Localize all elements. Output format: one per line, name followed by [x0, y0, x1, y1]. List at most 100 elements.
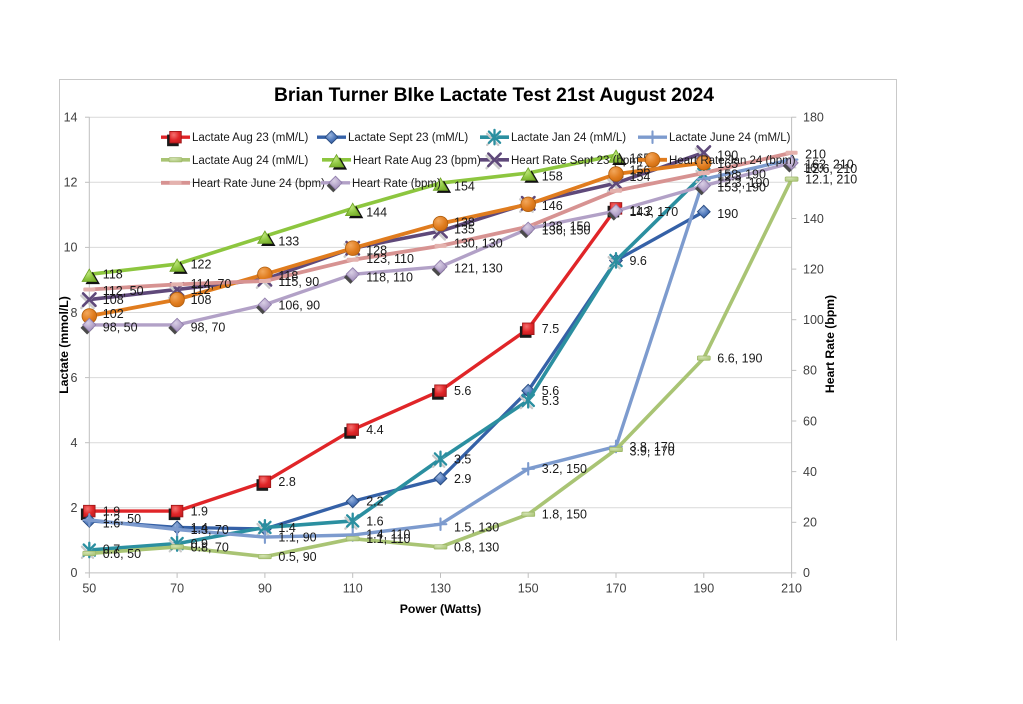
- svg-text:Lactate June 24 (mM/L): Lactate June 24 (mM/L): [669, 132, 791, 144]
- svg-text:Heart Rate Sept 23 (bpm): Heart Rate Sept 23 (bpm): [511, 155, 643, 167]
- svg-text:210: 210: [805, 147, 826, 161]
- svg-text:180: 180: [803, 111, 824, 125]
- svg-text:150: 150: [518, 582, 539, 596]
- svg-text:1.9: 1.9: [191, 505, 208, 519]
- svg-text:1.3, 70: 1.3, 70: [191, 523, 229, 537]
- svg-text:140: 140: [803, 212, 824, 226]
- svg-text:118: 118: [103, 268, 123, 282]
- svg-text:118: 118: [278, 269, 298, 283]
- svg-text:12.3: 12.3: [717, 169, 741, 183]
- svg-text:Lactate (mmol/L): Lactate (mmol/L): [57, 296, 71, 394]
- svg-text:50: 50: [82, 582, 96, 596]
- svg-text:108: 108: [103, 293, 124, 307]
- svg-text:1.9: 1.9: [103, 505, 120, 519]
- svg-text:90: 90: [258, 582, 272, 596]
- svg-text:122: 122: [191, 258, 212, 272]
- svg-text:Heart Rate June 24 (bpm): Heart Rate June 24 (bpm): [192, 178, 325, 190]
- svg-text:130: 130: [430, 582, 451, 596]
- svg-text:0: 0: [803, 566, 810, 580]
- svg-text:4.4: 4.4: [366, 423, 383, 437]
- svg-text:133: 133: [278, 234, 299, 248]
- svg-text:112: 112: [191, 283, 211, 297]
- svg-text:112, 50: 112, 50: [103, 284, 144, 298]
- svg-text:110: 110: [343, 582, 363, 596]
- svg-text:12.6, 210: 12.6, 210: [805, 162, 857, 176]
- svg-text:0.7: 0.7: [103, 542, 120, 556]
- svg-text:3.5: 3.5: [454, 452, 471, 466]
- svg-text:Heart Rate Jan 24 (bpm): Heart Rate Jan 24 (bpm): [669, 155, 796, 167]
- svg-text:100: 100: [803, 313, 824, 327]
- svg-text:12.3, 190: 12.3, 190: [717, 176, 769, 190]
- svg-text:98, 50: 98, 50: [103, 320, 138, 334]
- svg-text:160: 160: [803, 161, 824, 175]
- svg-text:1.4, 110: 1.4, 110: [366, 527, 410, 541]
- svg-text:190: 190: [717, 148, 738, 162]
- svg-text:1.6: 1.6: [366, 514, 383, 528]
- svg-text:12: 12: [64, 176, 78, 190]
- svg-text:14: 14: [64, 111, 78, 125]
- svg-text:40: 40: [803, 465, 817, 479]
- svg-text:Lactate Sept 23 (mM/L): Lactate Sept 23 (mM/L): [348, 132, 468, 144]
- svg-text:108: 108: [191, 293, 212, 307]
- svg-text:6: 6: [71, 371, 78, 385]
- svg-text:118, 110: 118, 110: [366, 270, 413, 284]
- svg-text:1.6: 1.6: [103, 516, 120, 530]
- svg-text:170: 170: [606, 582, 627, 596]
- svg-text:2.9: 2.9: [454, 472, 471, 486]
- svg-text:1.2, 50: 1.2, 50: [103, 512, 141, 526]
- svg-text:210: 210: [781, 582, 802, 596]
- svg-text:20: 20: [803, 516, 817, 530]
- svg-text:Lactate Aug 23 (mM/L): Lactate Aug 23 (mM/L): [192, 132, 309, 144]
- svg-text:0.8, 70: 0.8, 70: [191, 540, 229, 554]
- svg-text:138: 138: [454, 215, 475, 229]
- svg-text:0.8, 130: 0.8, 130: [454, 540, 499, 554]
- svg-text:Lactate Aug 24 (mM/L): Lactate Aug 24 (mM/L): [192, 155, 309, 167]
- svg-text:106, 90: 106, 90: [278, 298, 320, 312]
- svg-text:165: 165: [717, 157, 738, 171]
- svg-text:80: 80: [803, 364, 817, 378]
- svg-text:154: 154: [454, 179, 475, 193]
- svg-text:154: 154: [630, 170, 651, 184]
- svg-text:143, 170: 143, 170: [630, 205, 679, 219]
- svg-text:162, 210: 162, 210: [805, 157, 854, 171]
- svg-text:3.8, 170: 3.8, 170: [630, 440, 675, 454]
- svg-text:3.2, 150: 3.2, 150: [542, 462, 587, 476]
- svg-text:12.1, 210: 12.1, 210: [805, 173, 857, 187]
- svg-text:Heart Rate (bpm): Heart Rate (bpm): [823, 295, 837, 393]
- svg-text:123, 110: 123, 110: [366, 252, 414, 266]
- svg-text:70: 70: [170, 582, 184, 596]
- svg-text:Brian Turner BIke Lactate Test: Brian Turner BIke Lactate Test 21st Augu…: [274, 85, 714, 106]
- svg-text:Heart Rate Aug 23 (bpm): Heart Rate Aug 23 (bpm): [353, 155, 481, 167]
- svg-text:114, 70: 114, 70: [191, 277, 232, 291]
- svg-text:1.1, 90: 1.1, 90: [278, 531, 316, 545]
- svg-text:6.6, 190: 6.6, 190: [717, 352, 762, 366]
- svg-text:7.5: 7.5: [542, 322, 559, 336]
- svg-text:2.2: 2.2: [366, 495, 383, 509]
- svg-text:1.4: 1.4: [191, 521, 208, 535]
- svg-text:5.3: 5.3: [542, 394, 559, 408]
- svg-text:0.6, 50: 0.6, 50: [103, 547, 141, 561]
- svg-text:158: 158: [542, 169, 563, 183]
- svg-text:136, 150: 136, 150: [542, 223, 591, 237]
- svg-text:1.1, 110: 1.1, 110: [366, 532, 410, 546]
- svg-text:0.5, 90: 0.5, 90: [278, 550, 316, 564]
- svg-text:Heart Rate (bpm): Heart Rate (bpm): [352, 178, 441, 190]
- svg-text:121, 130: 121, 130: [454, 261, 503, 275]
- svg-text:156: 156: [630, 163, 651, 177]
- svg-text:144: 144: [366, 205, 387, 219]
- svg-text:120: 120: [803, 262, 824, 276]
- svg-text:Lactate Jan 24 (mM/L): Lactate Jan 24 (mM/L): [511, 132, 626, 144]
- svg-text:5.6: 5.6: [454, 384, 471, 398]
- svg-text:130, 130: 130, 130: [454, 236, 503, 250]
- svg-text:60: 60: [803, 414, 817, 428]
- svg-text:1.8, 150: 1.8, 150: [542, 508, 587, 522]
- svg-text:0: 0: [71, 566, 78, 580]
- svg-text:0.9: 0.9: [191, 537, 208, 551]
- svg-text:190: 190: [693, 582, 714, 596]
- svg-text:138, 150: 138, 150: [542, 219, 591, 233]
- svg-text:2: 2: [71, 501, 78, 515]
- svg-text:1.5, 130: 1.5, 130: [454, 520, 499, 534]
- svg-text:10: 10: [64, 241, 78, 255]
- svg-text:158, 190: 158, 190: [717, 167, 766, 181]
- svg-text:153, 190: 153, 190: [717, 180, 766, 194]
